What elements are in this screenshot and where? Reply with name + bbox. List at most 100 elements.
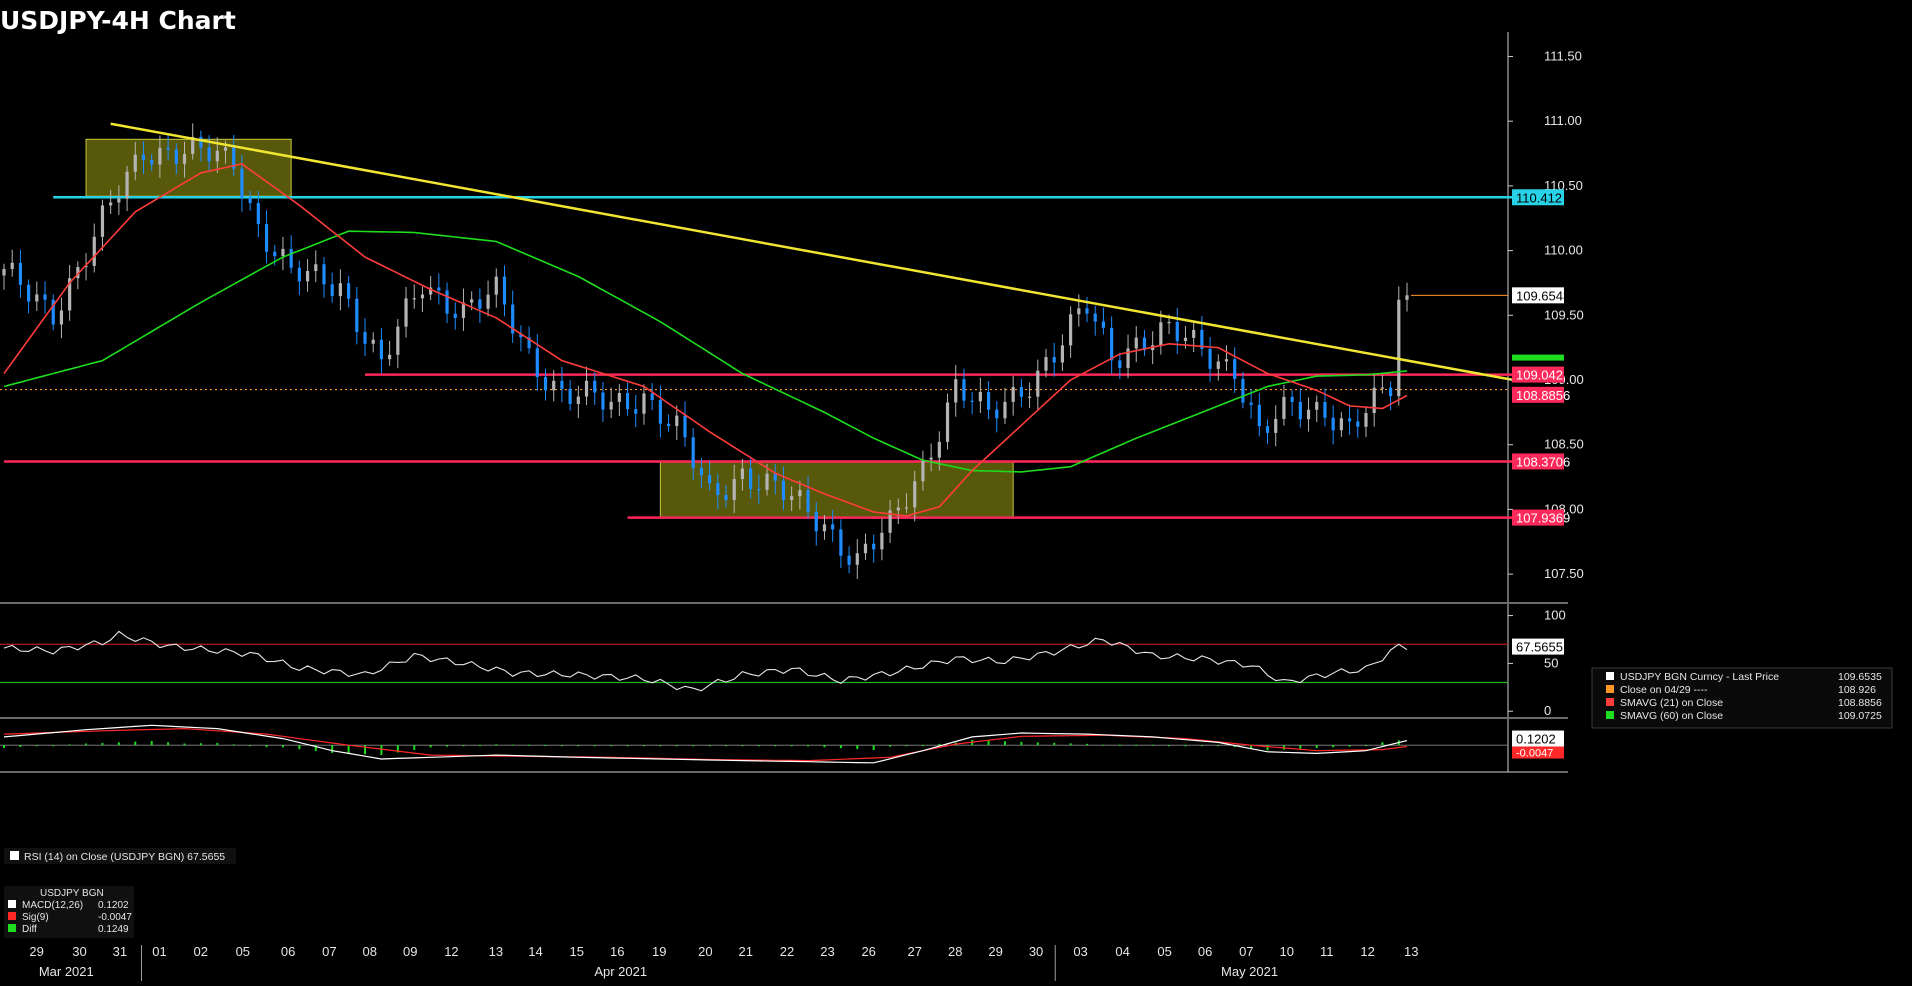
x-tick-label: 29 [988,944,1002,959]
tag-sma21: 108.8856 [1516,388,1570,403]
macd-diff-bar [1003,741,1006,746]
macd-diff-bar [216,742,219,746]
candle-body [1192,329,1196,338]
macd-diff-bar [1151,744,1154,746]
candle-body [445,290,449,314]
candle-body [1397,299,1401,397]
x-tick-label: 30 [1029,944,1043,959]
macd-sig-tag-bg [1512,746,1564,759]
candle-body [478,299,482,309]
candle-body [240,168,244,198]
x-tick-label: 27 [908,944,922,959]
macd-diff-bar [396,745,399,753]
sma60-line [3,230,1408,473]
macd-diff-bar [380,745,383,755]
candle-body [1183,337,1188,342]
candle-body [831,524,835,530]
macd-diff-bar [1069,743,1072,746]
candle-body [1208,348,1212,369]
rsi-legend-box [4,848,236,864]
macd-diff-bar [938,743,941,746]
candle-body [781,480,786,500]
candle-body [1274,418,1278,433]
macd-diff-bar [560,745,563,747]
candle-body [1249,402,1253,405]
macd-diff-bar [1266,745,1269,751]
candle-body [535,348,539,378]
candle-body [1298,401,1302,420]
candle-body [182,153,187,164]
macd-diff-bar [839,745,842,749]
candle-body [1134,337,1138,349]
macd-diff-bar [1036,742,1039,746]
macd-legend-value: 0.1249 [98,924,129,935]
macd-line [3,724,1408,764]
macd-diff-bar [577,745,580,747]
x-tick-label: 23 [820,944,834,959]
candle-body [1003,401,1007,419]
candle-body [297,267,301,282]
x-tick-label: 03 [1073,944,1087,959]
macd-diff-bar [725,745,728,747]
candle-body [1388,387,1393,397]
macd-diff-bar [265,745,268,748]
rsi-line [3,630,1408,692]
macd-diff-bar [1118,744,1121,746]
y-tick-label: 109.50 [1544,307,1584,322]
candle-body [429,287,433,295]
candle-body [43,294,47,300]
macd-diff-bar [413,745,416,750]
macd-last-value: 0.1202 [1516,732,1556,747]
x-tick-label: 29 [29,944,43,959]
y-tick-label: 110.00 [1544,243,1583,258]
legend-value: 109.0725 [1838,710,1882,722]
macd-diff-bar [889,745,892,747]
x-tick-label: 10 [1280,944,1294,959]
macd-diff-bar [659,745,662,747]
x-tick-label: 07 [1239,944,1253,959]
candle-body [1364,413,1368,427]
candle-body [1036,370,1040,397]
candle-body [1069,314,1073,346]
macd-diff-bar [790,745,793,747]
macd-diff-bar [642,745,645,747]
tag-107936-bg [1512,509,1564,526]
candle-body [978,391,982,402]
candle-body [338,283,342,297]
candle-body [732,479,736,501]
candle-body [92,236,96,266]
x-tick-label: 12 [1360,944,1374,959]
candle-body [109,202,113,206]
candle-body [51,299,55,325]
macd-diff-bar [150,740,153,746]
candle-body [847,555,851,565]
x-tick-label: 04 [1115,944,1129,959]
candle-body [1175,321,1179,342]
candle-body [1315,402,1319,410]
candle-body [1200,329,1204,349]
macd-diff-bar [134,741,137,746]
tag-last-price: 109.6543 [1516,288,1570,303]
candle-body [59,310,64,325]
legend-swatch [1606,685,1614,693]
x-tick-label: 02 [194,944,208,959]
candle-body [724,495,728,501]
macd-legend-title: USDJPY BGN [40,888,104,899]
macd-diff-bar [626,745,629,747]
candle-body [314,264,318,271]
candle-body [593,380,597,393]
y-tick-label: 110.50 [1544,178,1583,193]
candle-body [133,154,137,172]
macd-legend-swatch [8,912,16,920]
candle-body [1331,417,1335,431]
candle-body [872,543,876,550]
macd-diff-bar [101,742,104,746]
candle-body [708,475,712,484]
candle-body [1306,409,1311,420]
candle-body [305,270,310,282]
macd-diff-bar [364,745,367,755]
tag-last-price-bg [1512,287,1564,304]
macd-diff-bar [1168,745,1171,747]
legend-value: 108.8856 [1838,697,1882,709]
tag-107936: 107.9369 [1516,511,1570,526]
